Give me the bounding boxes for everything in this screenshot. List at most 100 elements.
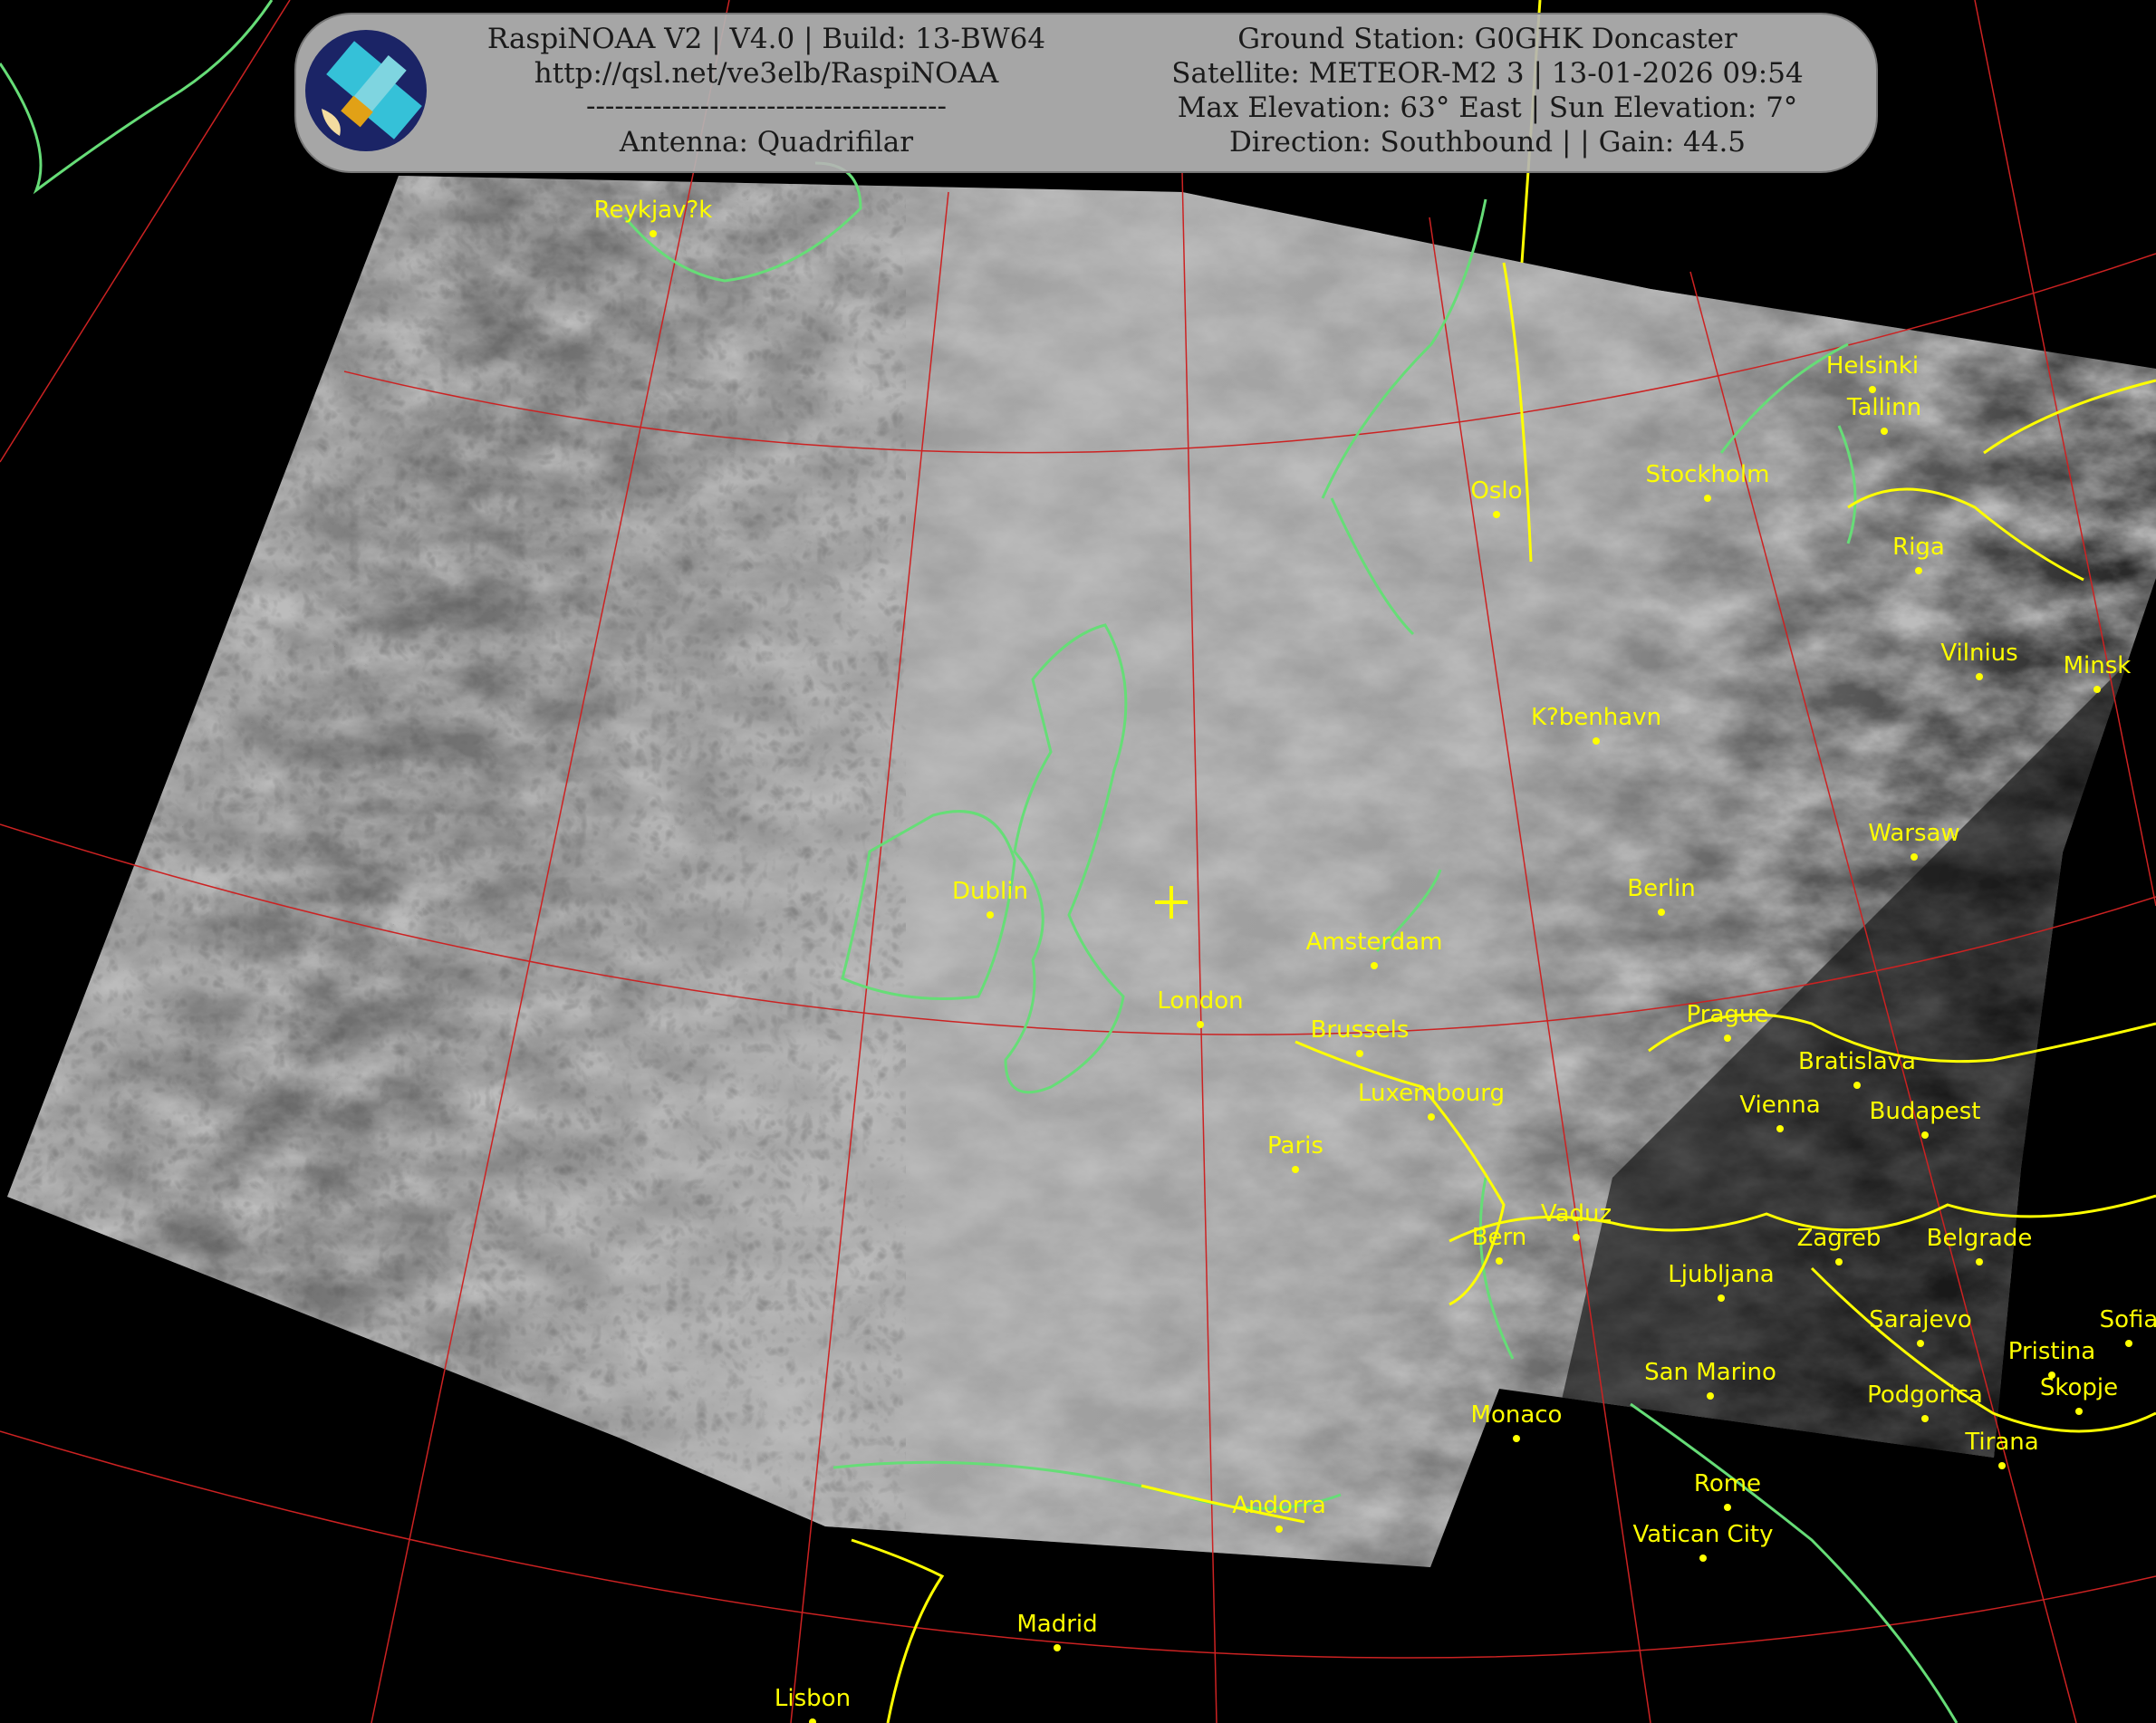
city-marker: Tallinn <box>1846 394 1921 435</box>
city-dot <box>1835 1258 1843 1266</box>
city-dot <box>1911 853 1918 861</box>
city-label: Luxembourg <box>1358 1080 1505 1107</box>
city-marker: Podgorica <box>1867 1381 1983 1422</box>
city-dot <box>1917 1340 1924 1347</box>
header-left-line-2: http://qsl.net/ve3elb/RaspiNOAA <box>534 57 999 90</box>
city-label: Vatican City <box>1632 1521 1773 1548</box>
city-label: Amsterdam <box>1306 929 1443 956</box>
city-marker: Rome <box>1694 1470 1761 1511</box>
city-marker: Sofia <box>2100 1306 2156 1347</box>
city-label: Helsinki <box>1826 352 1919 380</box>
city-marker: K?benhavn <box>1531 704 1661 745</box>
city-marker: Stockholm <box>1646 461 1770 502</box>
city-dot <box>1707 1392 1714 1400</box>
city-label: Tirana <box>1964 1429 2038 1456</box>
city-label: San Marino <box>1644 1359 1776 1386</box>
city-marker: Oslo <box>1470 477 1523 518</box>
city-marker: Pristina <box>2008 1338 2095 1379</box>
city-label: Bratislava <box>1798 1048 1916 1075</box>
city-label: Madrid <box>1016 1611 1097 1638</box>
city-label: Monaco <box>1471 1401 1563 1429</box>
city-dot <box>1699 1555 1707 1562</box>
city-dot <box>1915 567 1922 574</box>
city-marker: Madrid <box>1016 1611 1098 1651</box>
header-panel: RaspiNOAA V2 | V4.0 | Build: 13-BW64 htt… <box>294 13 1878 173</box>
city-marker: Paris <box>1267 1132 1323 1173</box>
city-label: Paris <box>1267 1132 1323 1160</box>
city-dot <box>1976 673 1983 680</box>
header-left-divider: -------------------------------------- <box>586 90 947 122</box>
header-right-line-1: Ground Station: G0GHK Doncaster <box>1237 23 1737 55</box>
city-dot <box>2075 1408 2083 1415</box>
city-dot <box>1513 1435 1520 1442</box>
city-label: Dublin <box>952 878 1028 905</box>
city-label: Brussels <box>1311 1016 1410 1044</box>
city-label: Podgorica <box>1867 1381 1983 1409</box>
city-dot <box>1869 386 1876 393</box>
city-marker: Budapest <box>1870 1098 1981 1139</box>
city-marker: Sarajevo <box>1869 1306 1972 1347</box>
city-dot <box>1776 1125 1784 1132</box>
city-label: Oslo <box>1470 477 1522 505</box>
city-dot <box>2048 1372 2055 1379</box>
city-dot <box>1371 962 1378 969</box>
city-dot <box>1493 511 1500 518</box>
city-dot <box>1921 1131 1929 1139</box>
city-marker: Skopje <box>2040 1374 2118 1415</box>
city-dot <box>809 1718 816 1723</box>
city-label: Riga <box>1892 534 1945 561</box>
city-label: Rome <box>1694 1470 1761 1497</box>
city-marker: San Marino <box>1644 1359 1776 1400</box>
city-dot <box>1593 737 1600 745</box>
city-dot <box>1292 1166 1299 1173</box>
city-marker: Luxembourg <box>1358 1080 1505 1121</box>
city-labels: Reykjav?k Helsinki Tallinn Oslo Stockholm Rig… <box>594 197 2156 1723</box>
city-label: Ljubljana <box>1668 1261 1774 1288</box>
satellite-icon <box>305 30 427 151</box>
city-label: Tallinn <box>1846 394 1921 421</box>
city-label: Skopje <box>2040 1374 2118 1401</box>
city-label: Minsk <box>2064 652 2132 679</box>
city-dot <box>1724 1504 1731 1511</box>
city-label: London <box>1157 987 1243 1015</box>
city-label: Zagreb <box>1797 1225 1882 1252</box>
city-dot <box>1704 495 1711 502</box>
city-dot <box>650 230 657 237</box>
city-marker: Helsinki <box>1826 352 1919 393</box>
header-right-line-4: Direction: Southbound | | Gain: 44.5 <box>1229 126 1746 159</box>
city-dot <box>1881 428 1888 435</box>
crosshair-icon <box>1155 886 1188 919</box>
header-left-line-1: RaspiNOAA V2 | V4.0 | Build: 13-BW64 <box>487 23 1045 55</box>
city-label: Belgrade <box>1927 1225 2033 1252</box>
city-dot <box>1998 1462 2006 1469</box>
city-dot <box>1275 1526 1283 1533</box>
city-dot <box>1658 909 1665 916</box>
city-label: Bern <box>1472 1224 1527 1251</box>
city-dot <box>987 911 994 919</box>
city-marker: Zagreb <box>1797 1225 1882 1266</box>
city-marker: Vienna <box>1739 1092 1821 1132</box>
city-label: Vaduz <box>1541 1200 1612 1227</box>
city-dot <box>2125 1340 2132 1347</box>
city-label: Sofia <box>2100 1306 2156 1333</box>
city-marker: Brussels <box>1311 1016 1410 1057</box>
city-marker: Berlin <box>1627 875 1696 916</box>
city-marker: Minsk <box>2064 652 2132 693</box>
city-marker: Andorra <box>1232 1492 1326 1533</box>
city-marker: Vatican City <box>1632 1521 1774 1562</box>
city-dot <box>1976 1258 1983 1266</box>
city-label: Budapest <box>1870 1098 1981 1125</box>
city-label: Stockholm <box>1646 461 1770 488</box>
city-label: Prague <box>1687 1001 1769 1028</box>
city-marker: Riga <box>1892 534 1945 574</box>
city-dot <box>1724 1035 1731 1042</box>
city-dot <box>1356 1050 1363 1057</box>
city-marker: Monaco <box>1471 1401 1563 1442</box>
city-dot <box>1573 1234 1580 1241</box>
city-marker: Bern <box>1472 1224 1527 1265</box>
city-marker: London <box>1157 987 1244 1028</box>
header-right-line-3: Max Elevation: 63° East | Sun Elevation:… <box>1178 91 1798 124</box>
city-label: Berlin <box>1627 875 1695 902</box>
